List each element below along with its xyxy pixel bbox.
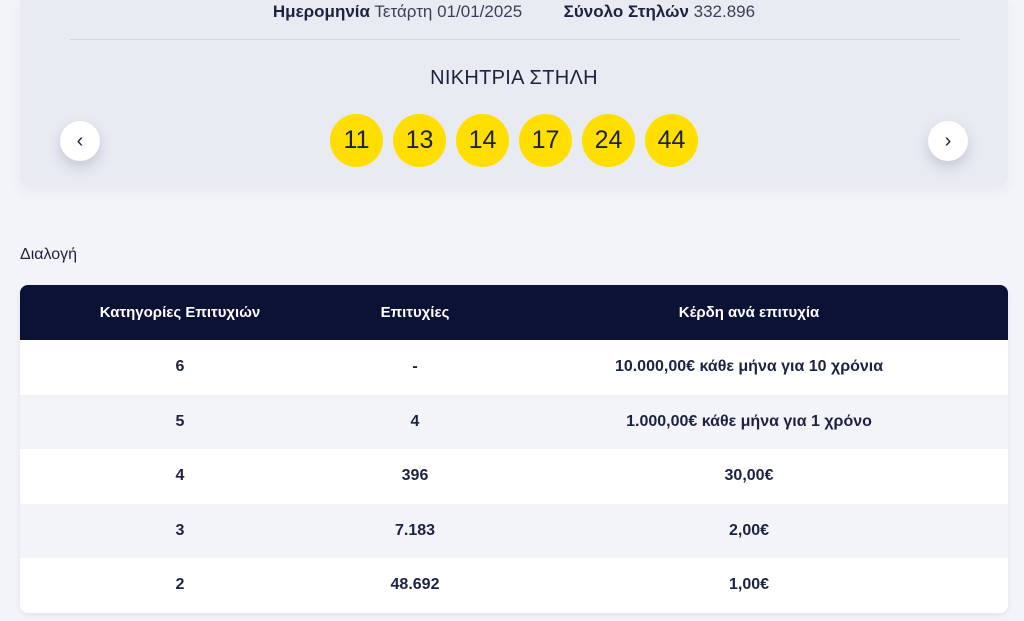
- cell-prize: 10.000,00€ κάθε μήνα για 10 χρόνια: [614, 358, 884, 376]
- number-ball: 24: [582, 114, 635, 167]
- header-winners: Επιτυχίες: [380, 304, 450, 321]
- cell-category: 5: [175, 412, 185, 430]
- table-row: 5 4 1.000,00€ κάθε μήνα για 1 χρόνο: [20, 394, 1008, 449]
- next-draw-button[interactable]: ›: [928, 121, 968, 161]
- total-columns-label: Σύνολο Στηλών: [563, 2, 689, 21]
- section-label: Διαλογή: [20, 246, 78, 263]
- date-label: Ημερομηνία: [272, 2, 370, 21]
- cell-prize: 30,00€: [724, 467, 774, 485]
- draw-meta: Ημερομηνία Τετάρτη 01/01/2025 Σύνολο Στη…: [20, 2, 1008, 22]
- previous-draw-button[interactable]: ‹: [60, 121, 100, 161]
- number-ball: 14: [456, 114, 509, 167]
- header-prize: Κέρδη ανά επιτυχία: [678, 304, 820, 321]
- table-row: 3 7.183 2,00€: [20, 503, 1008, 558]
- table-row: 4 396 30,00€: [20, 449, 1008, 504]
- cell-category: 3: [175, 521, 185, 539]
- number-ball: 44: [645, 114, 698, 167]
- divider: [70, 39, 960, 40]
- cell-category: 4: [175, 467, 185, 485]
- cell-prize: 1.000,00€ κάθε μήνα για 1 χρόνο: [626, 412, 872, 430]
- cell-winners: 4: [410, 412, 420, 430]
- table-row: 2 48.692 1,00€: [20, 558, 1008, 613]
- table-row: 6 - 10.000,00€ κάθε μήνα για 10 χρόνια: [20, 340, 1008, 395]
- cell-prize: 1,00€: [728, 576, 770, 594]
- prize-table: Κατηγορίες Επιτυχιών Επιτυχίες Κέρδη ανά…: [20, 285, 1008, 613]
- cell-winners: 396: [401, 467, 429, 485]
- header-categories: Κατηγορίες Επιτυχιών: [99, 304, 261, 321]
- cell-category: 2: [175, 576, 185, 594]
- cell-winners: 7.183: [394, 521, 436, 539]
- cell-winners: 48.692: [390, 576, 440, 594]
- cell-category: 6: [175, 358, 185, 376]
- number-ball: 17: [519, 114, 572, 167]
- number-ball: 11: [330, 114, 383, 167]
- total-columns-value: 332.896: [693, 2, 756, 21]
- winning-numbers: 11 13 14 17 24 44: [20, 114, 1008, 167]
- winning-title: ΝΙΚΗΤΡΙΑ ΣΤΗΛΗ: [430, 67, 598, 89]
- cell-prize: 2,00€: [728, 521, 770, 539]
- table-header: Κατηγορίες Επιτυχιών Επιτυχίες Κέρδη ανά…: [20, 285, 1008, 340]
- date-value: Τετάρτη 01/01/2025: [374, 2, 523, 21]
- chevron-right-icon: ›: [944, 129, 952, 152]
- cell-winners: -: [412, 358, 418, 376]
- number-ball: 13: [393, 114, 446, 167]
- chevron-left-icon: ‹: [76, 129, 84, 152]
- draw-card: Ημερομηνία Τετάρτη 01/01/2025 Σύνολο Στη…: [20, 0, 1008, 186]
